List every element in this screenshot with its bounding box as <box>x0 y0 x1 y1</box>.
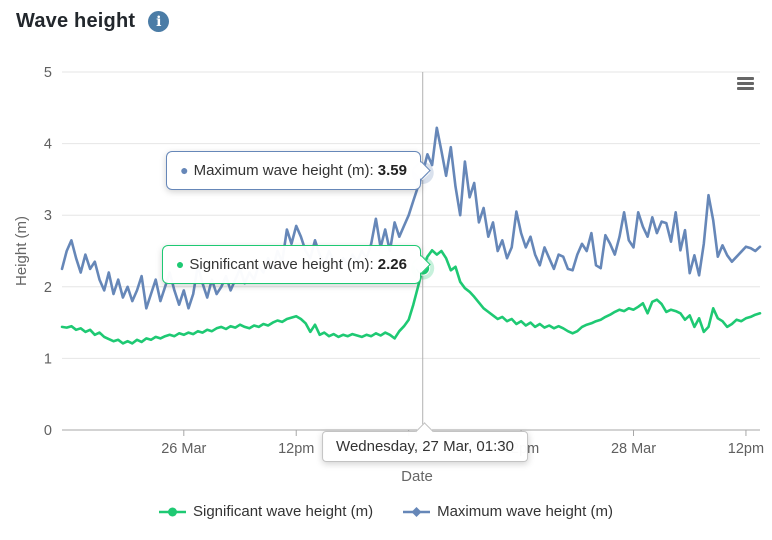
svg-text:Date: Date <box>401 468 433 485</box>
tooltip-maximum: ● Maximum wave height (m): 3.59 <box>166 151 431 190</box>
tooltip-maximum-label: Maximum wave height (m): <box>193 162 378 179</box>
legend-marker-diamond-icon <box>403 506 431 517</box>
tooltip-date-text: Wednesday, 27 Mar, 01:30 <box>336 438 514 455</box>
chart-legend: Significant wave height (m) Maximum wave… <box>0 503 772 520</box>
svg-text:0: 0 <box>44 423 52 439</box>
legend-label-maximum: Maximum wave height (m) <box>437 503 613 520</box>
info-icon[interactable]: i <box>148 11 170 32</box>
series-bullet-icon: ● <box>175 256 185 272</box>
legend-item-significant[interactable]: Significant wave height (m) <box>159 503 373 520</box>
legend-marker-circle-icon <box>159 507 186 516</box>
page-title: Wave height <box>16 10 136 32</box>
hamburger-icon <box>737 77 754 80</box>
legend-label-significant: Significant wave height (m) <box>193 503 374 520</box>
hamburger-icon <box>737 87 754 90</box>
svg-text:3: 3 <box>44 208 52 224</box>
tooltip-date: Wednesday, 27 Mar, 01:30 <box>322 422 528 462</box>
svg-text:4: 4 <box>44 137 52 153</box>
svg-text:5: 5 <box>44 65 52 81</box>
hamburger-icon <box>737 82 754 85</box>
svg-text:26 Mar: 26 Mar <box>161 441 206 457</box>
tooltip-significant: ● Significant wave height (m): 2.26 <box>161 245 431 284</box>
widget-header: Wave height i <box>16 10 170 33</box>
series-bullet-icon: ● <box>180 162 189 178</box>
svg-text:1: 1 <box>44 351 52 367</box>
tooltip-maximum-value: 3.59 <box>377 162 407 179</box>
svg-text:12pm: 12pm <box>728 441 764 457</box>
chart-context-menu-button[interactable] <box>737 77 754 92</box>
svg-text:Height (m): Height (m) <box>13 216 30 286</box>
tooltip-significant-label: Significant wave height (m): <box>189 256 378 273</box>
svg-text:28 Mar: 28 Mar <box>611 441 656 457</box>
tooltip-significant-value: 2.26 <box>377 256 407 273</box>
svg-text:2: 2 <box>44 280 52 296</box>
legend-item-maximum[interactable]: Maximum wave height (m) <box>403 503 613 520</box>
svg-text:12pm: 12pm <box>278 441 314 457</box>
